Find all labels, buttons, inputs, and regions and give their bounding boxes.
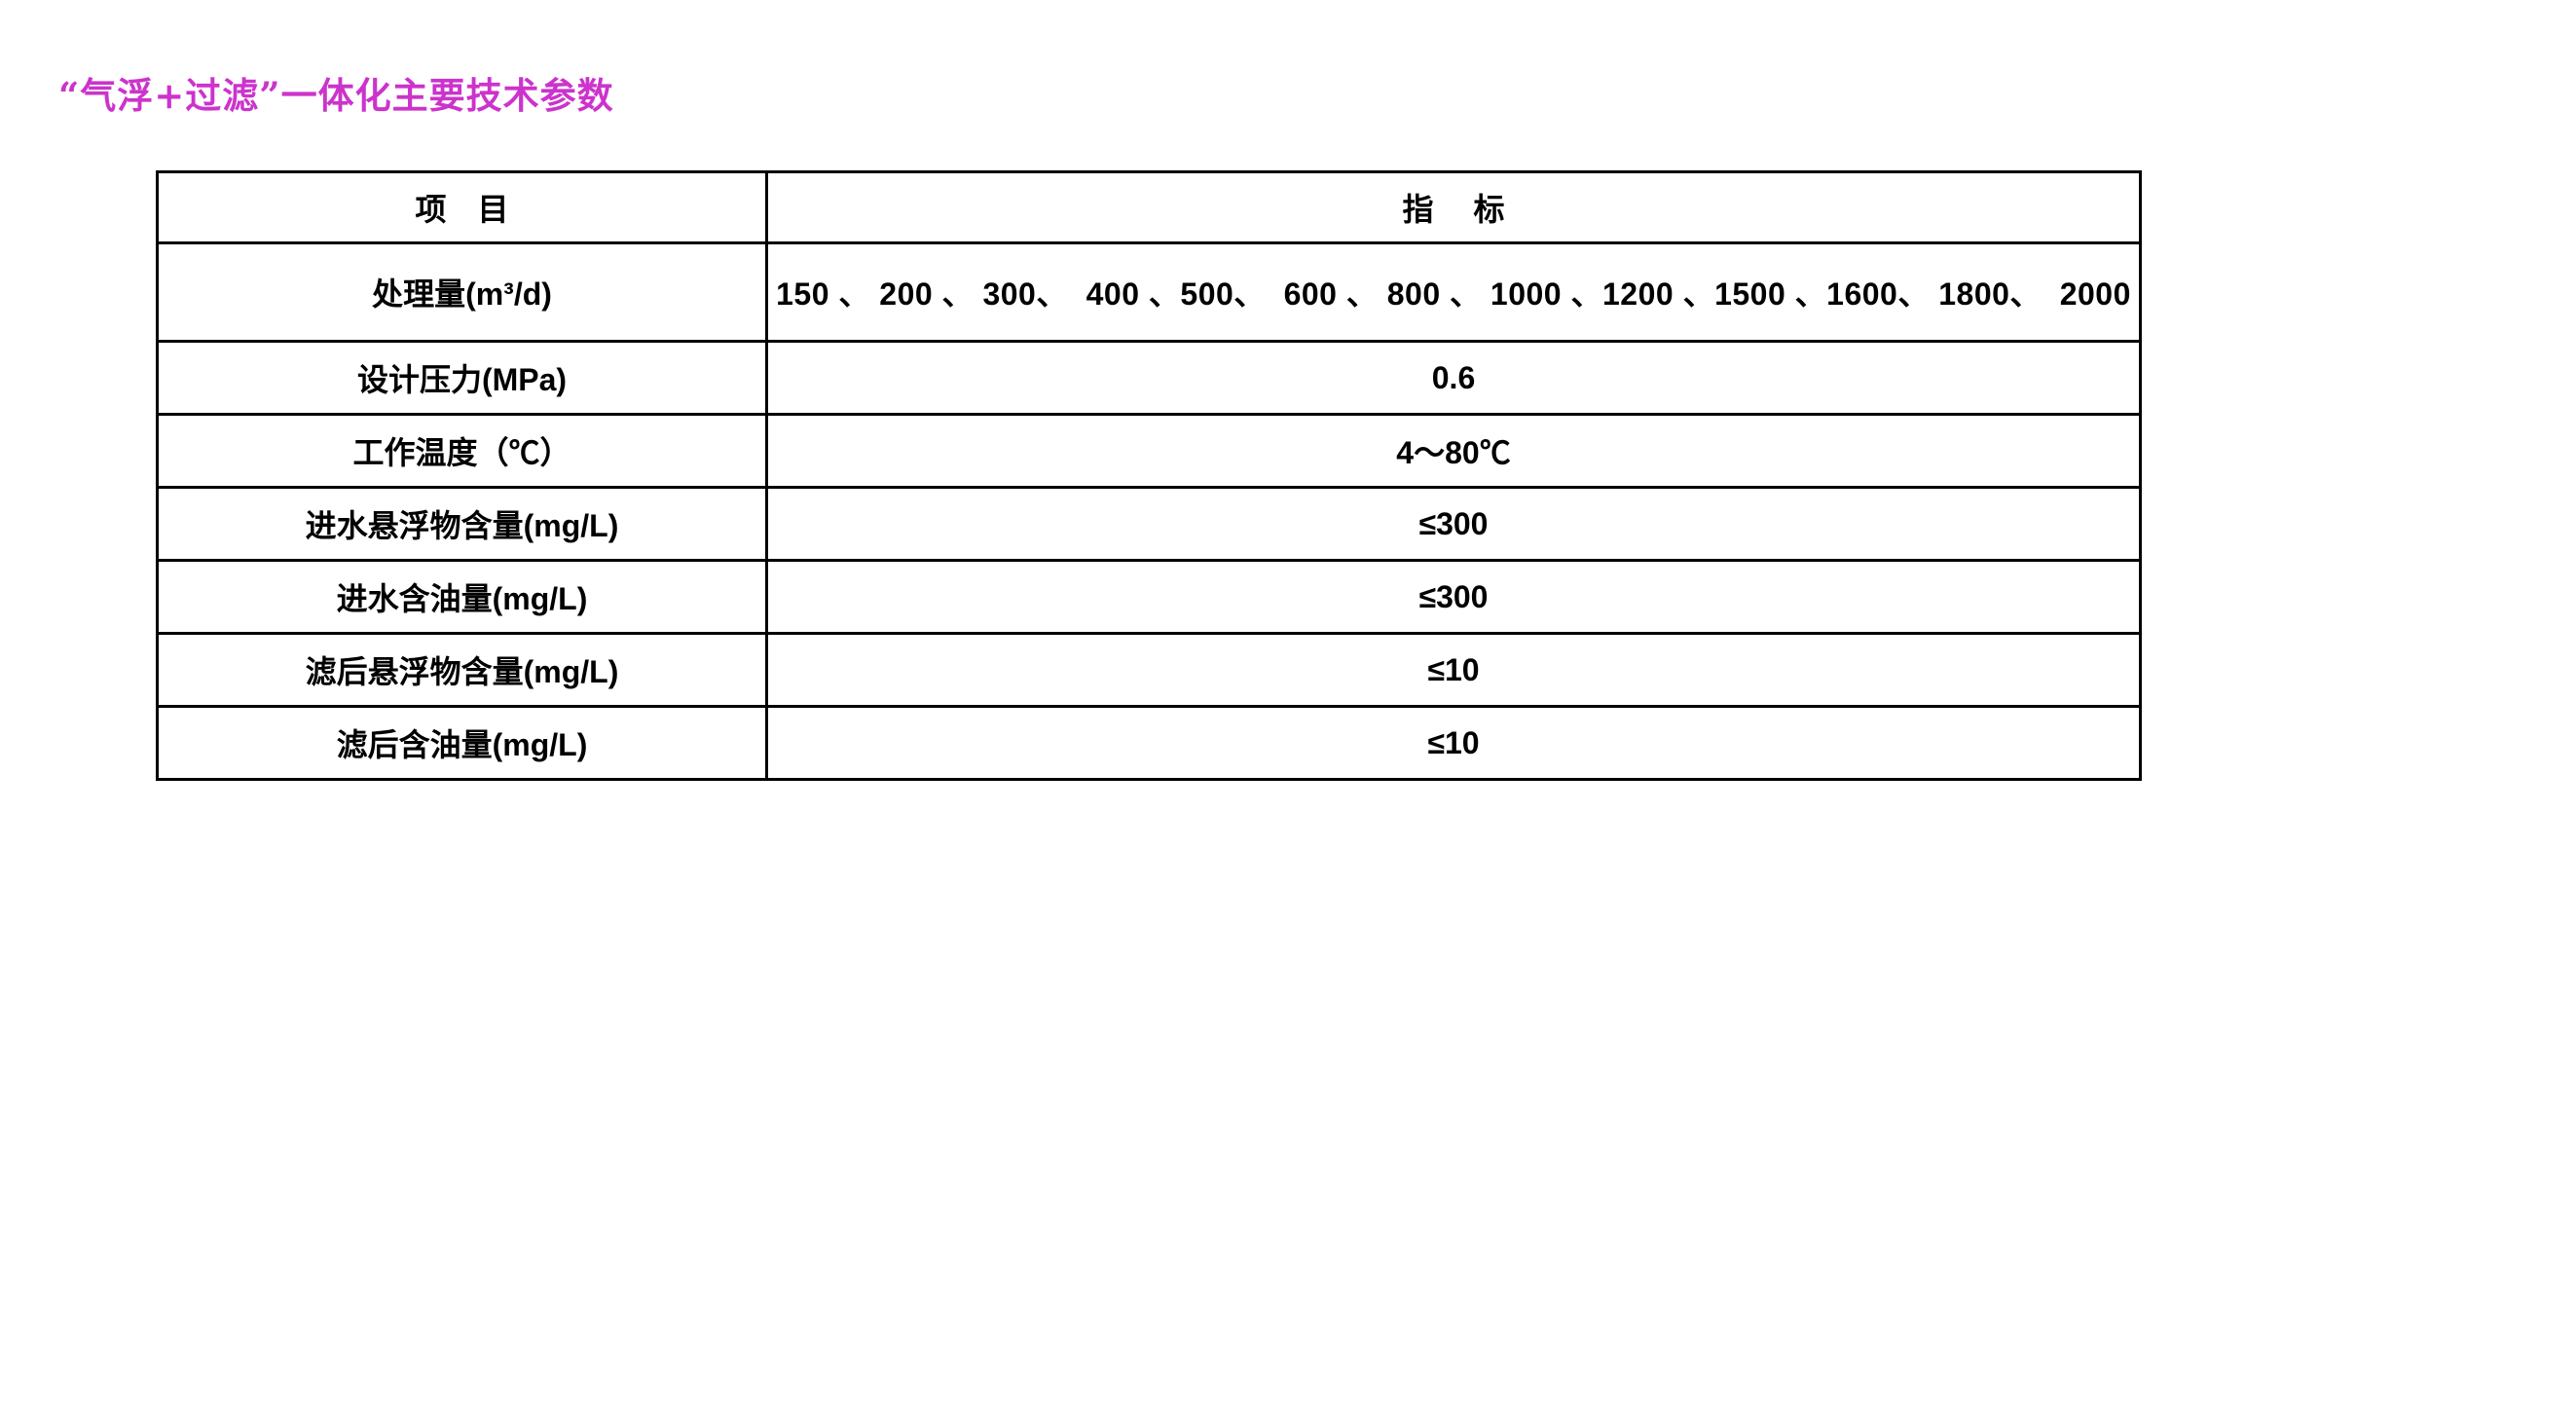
table-row: 滤后含油量(mg/L) ≤10 (156, 705, 2142, 781)
param-name-cell: 处理量(m³/d) (156, 241, 768, 343)
param-value-cell: ≤300 (765, 559, 2142, 635)
param-value-cell: ≤300 (765, 486, 2142, 562)
param-value-cell: ≤10 (765, 705, 2142, 781)
param-name-cell: 滤后含油量(mg/L) (156, 705, 768, 781)
param-value-cell: 150 、 200 、 300、 400 、500、 600 、 800 、 1… (765, 241, 2142, 343)
table-row: 进水含油量(mg/L) ≤300 (156, 559, 2142, 635)
param-name-cell: 设计压力(MPa) (156, 340, 768, 416)
table-row: 进水悬浮物含量(mg/L) ≤300 (156, 486, 2142, 562)
parameters-table: 项 目 指 标 处理量(m³/d) 150 、 200 、 300、 400 、… (156, 170, 2142, 781)
param-name-cell: 工作温度（℃） (156, 413, 768, 489)
param-value-cell: 4～80℃ (765, 413, 2142, 489)
header-cell-indicator: 指 标 (765, 170, 2142, 244)
page-title: “气浮+过滤”一体化主要技术参数 (58, 74, 614, 117)
table-row: 工作温度（℃） 4～80℃ (156, 413, 2142, 489)
param-name-cell: 进水悬浮物含量(mg/L) (156, 486, 768, 562)
table-row: 处理量(m³/d) 150 、 200 、 300、 400 、500、 600… (156, 241, 2142, 343)
table-row: 滤后悬浮物含量(mg/L) ≤10 (156, 632, 2142, 708)
param-name-cell: 进水含油量(mg/L) (156, 559, 768, 635)
param-value-cell: 0.6 (765, 340, 2142, 416)
header-cell-item: 项 目 (156, 170, 768, 244)
param-value-cell: ≤10 (765, 632, 2142, 708)
param-name-cell: 滤后悬浮物含量(mg/L) (156, 632, 768, 708)
table-row: 设计压力(MPa) 0.6 (156, 340, 2142, 416)
table-header-row: 项 目 指 标 (156, 170, 2142, 244)
